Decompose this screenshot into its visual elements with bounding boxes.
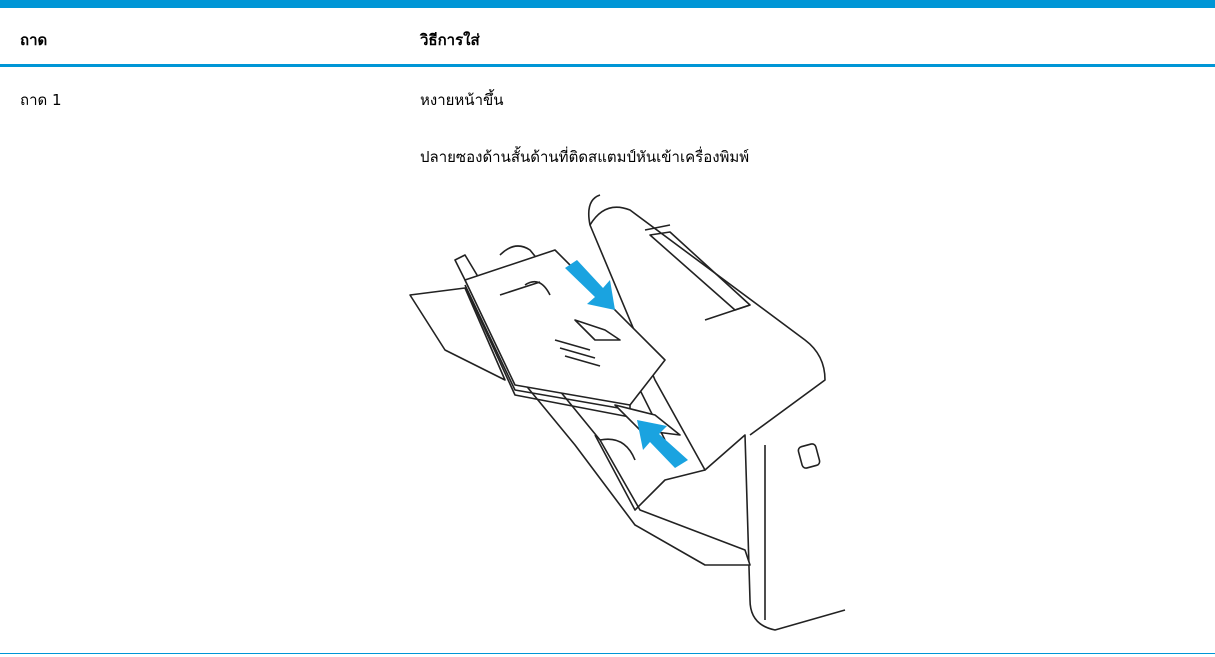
tray-cell: ถาด 1 (20, 91, 62, 109)
detail (704, 304, 751, 321)
envelope-stack (464, 284, 631, 411)
instruction: หงายหน้าขึ้น (420, 91, 504, 109)
header-cell: วิธีการใส่ (420, 31, 480, 49)
envelope-stack (466, 289, 636, 419)
header-cell: ถาด (20, 31, 48, 49)
tray-extension (409, 287, 506, 381)
guide (574, 319, 621, 341)
address-line (554, 339, 591, 351)
guide-tab (599, 438, 636, 461)
address-line (559, 347, 596, 359)
envelope (464, 249, 666, 406)
printer-outline (587, 194, 846, 631)
instruction: ปลายซองด้านสั้นด้านที่ติดสแตมป์หันเข้าเค… (420, 148, 750, 166)
arrow (637, 420, 688, 468)
button (797, 443, 821, 469)
header-rule (0, 64, 1215, 67)
guide-tab (524, 280, 551, 296)
printer-illustration (409, 194, 846, 631)
tray-inner (499, 245, 666, 441)
top-rule (0, 0, 1215, 8)
address-line (499, 281, 541, 296)
arrow (565, 260, 615, 310)
printer-top (589, 206, 826, 436)
tray-inner (594, 434, 706, 511)
output-slot (649, 231, 751, 311)
detail (644, 224, 671, 231)
bottom-rule (0, 653, 1215, 654)
address-line (564, 355, 601, 367)
